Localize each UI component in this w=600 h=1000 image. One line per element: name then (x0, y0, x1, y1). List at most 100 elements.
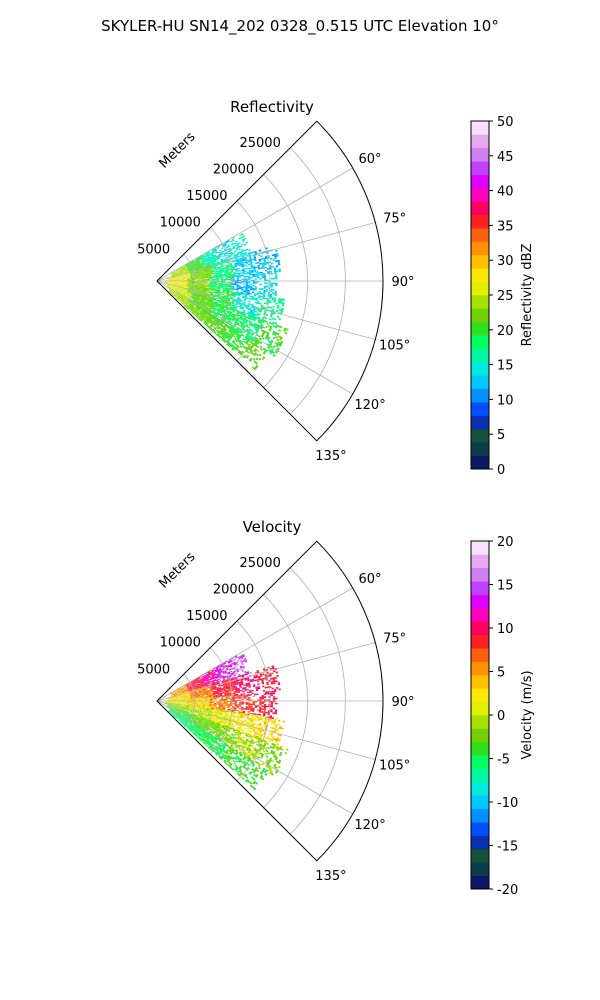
data-cell (222, 287, 226, 289)
data-cell (222, 288, 226, 290)
data-cell (250, 329, 254, 332)
data-cell (263, 274, 267, 277)
data-cell (225, 699, 228, 700)
data-cell (252, 311, 255, 314)
data-cell (240, 272, 243, 274)
data-cell (268, 329, 272, 332)
data-cell (214, 318, 218, 321)
data-cell (249, 339, 253, 342)
data-cell (272, 336, 276, 340)
data-cell (239, 255, 242, 257)
data-cell (197, 308, 200, 310)
data-cell (235, 257, 238, 260)
data-cell (217, 294, 220, 297)
data-cell (216, 278, 219, 280)
data-cell (275, 344, 279, 348)
data-cell (261, 264, 265, 266)
data-cell (184, 281, 188, 283)
data-cell (198, 313, 202, 316)
data-cell (210, 292, 213, 294)
data-cell (272, 321, 276, 324)
data-cell (239, 304, 243, 307)
data-cell (256, 312, 259, 315)
data-cell (197, 301, 200, 303)
data-cell (205, 319, 208, 322)
data-cell (223, 333, 226, 337)
data-cell (216, 277, 219, 279)
data-cell (177, 284, 181, 285)
data-cell (239, 655, 243, 658)
data-cell (198, 268, 201, 270)
data-cell (177, 278, 180, 279)
data-cell (203, 271, 206, 273)
data-cell (194, 296, 197, 298)
data-cell (225, 698, 228, 700)
data-cell (273, 297, 277, 300)
data-cell (225, 334, 228, 337)
data-cell (267, 271, 270, 273)
data-cell (182, 297, 185, 300)
data-cell (218, 674, 222, 676)
data-cell (228, 293, 232, 295)
data-cell (207, 676, 210, 678)
data-cell (263, 276, 267, 278)
data-cell (213, 264, 216, 266)
data-cell (183, 300, 186, 302)
data-cell (170, 274, 173, 276)
data-cell (194, 266, 197, 269)
data-cell (219, 675, 222, 677)
data-cell (228, 308, 231, 311)
data-cell (214, 249, 217, 252)
data-cell (236, 695, 239, 697)
data-cell (246, 328, 249, 332)
data-cell (217, 273, 220, 275)
data-cell (203, 311, 206, 314)
data-cell (180, 267, 183, 269)
data-cell (245, 286, 248, 288)
data-cell (200, 318, 204, 321)
data-cell (238, 329, 241, 332)
data-cell (177, 294, 180, 296)
data-cell (201, 297, 204, 300)
data-cell (178, 688, 181, 691)
data-cell (175, 283, 178, 284)
data-cell (196, 266, 200, 268)
data-cell (219, 261, 223, 263)
data-cell (208, 290, 212, 292)
data-cell (188, 308, 191, 310)
data-cell (220, 283, 224, 285)
data-cell (217, 304, 221, 306)
data-cell (183, 301, 186, 303)
data-cell (205, 252, 208, 255)
data-cell (189, 291, 192, 294)
data-cell (214, 333, 218, 336)
data-cell (270, 282, 273, 285)
data-cell (184, 686, 188, 689)
data-cell (201, 289, 205, 291)
data-cell (181, 302, 184, 305)
data-cell (176, 690, 179, 692)
azimuth-tick-label: 135° (315, 449, 346, 464)
data-cell (204, 255, 207, 257)
data-cell (186, 300, 189, 302)
data-cell (232, 306, 235, 308)
data-cell (218, 309, 221, 312)
data-cell (244, 317, 247, 320)
data-cell (215, 305, 218, 307)
data-cell (272, 292, 275, 295)
data-cell (205, 264, 209, 266)
colorbar-segment (471, 161, 489, 175)
data-cell (198, 279, 201, 280)
data-cell (260, 306, 264, 309)
data-cell (214, 319, 217, 322)
data-cell (201, 680, 205, 682)
data-cell (192, 260, 195, 263)
data-cell (205, 270, 209, 272)
data-cell (225, 314, 229, 317)
data-cell (235, 313, 239, 316)
data-cell (220, 247, 224, 250)
data-cell (256, 292, 259, 294)
data-cell (203, 263, 206, 266)
data-cell (225, 241, 228, 244)
data-cell (203, 678, 206, 681)
